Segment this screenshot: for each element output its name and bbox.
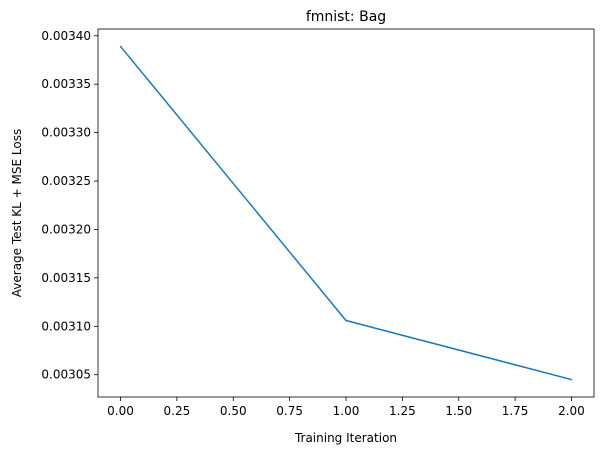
plot-area [119,45,573,381]
x-axis-ticks: 0.00 0.25 0.50 0.75 1.00 1.25 1.50 1.75 2.00 [107,397,585,418]
y-axis-label: Average Test KL + MSE Loss [10,129,24,297]
data-point [345,319,347,322]
y-tick-label: 0.00340 [41,29,91,43]
x-tick-label: 1.25 [389,404,416,418]
x-tick-label: 0.75 [276,404,303,418]
data-point [570,378,573,381]
y-tick-label: 0.00315 [41,271,91,285]
x-tick-label: 0.00 [107,404,134,418]
y-tick-label: 0.00330 [41,126,91,140]
x-tick-label: 2.00 [558,404,585,418]
y-tick-label: 0.00325 [41,174,91,188]
x-tick-label: 1.50 [445,404,472,418]
y-tick-label: 0.00320 [41,222,91,236]
y-tick-label: 0.00335 [41,77,91,91]
axes-frame [97,28,595,398]
x-tick-label: 0.25 [164,404,191,418]
x-tick-label: 0.50 [220,404,247,418]
y-tick-label: 0.00310 [41,319,91,333]
y-tick-label: 0.00305 [41,368,91,382]
chart-title: fmnist: Bag [306,9,386,25]
x-tick-label: 1.75 [502,404,529,418]
y-axis-ticks: 0.00305 0.00310 0.00315 0.00320 0.00325 0.003… [41,29,98,382]
x-axis-label: Training Iteration [294,431,397,445]
x-tick-label: 1.00 [333,404,360,418]
data-point [119,45,122,48]
